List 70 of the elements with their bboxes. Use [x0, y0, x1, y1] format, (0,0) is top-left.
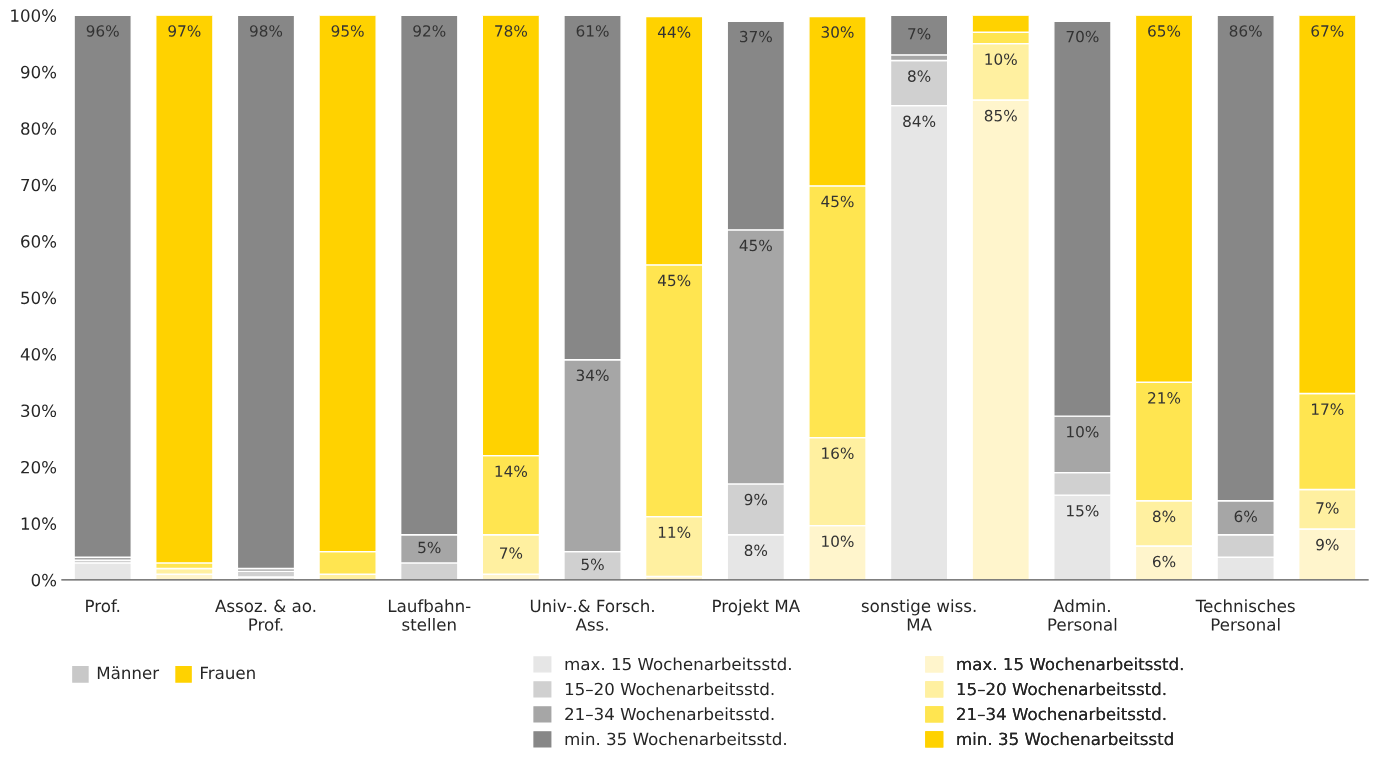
text: Männer	[97, 666, 160, 680]
y-tick-label: 100%	[11, 9, 57, 22]
y-tick-label: 80%	[21, 122, 57, 135]
data-label: 9%	[744, 493, 768, 506]
data-label: 7%	[1316, 502, 1339, 514]
data-label: 7%	[500, 547, 523, 559]
data-label: 70%	[1066, 30, 1099, 43]
legend-label: 21–34 Wochenarbeitsstd.	[565, 707, 774, 721]
y-tick-label: 40%	[20, 348, 57, 361]
y-tick-label: 20%	[21, 460, 57, 474]
legend-label: min. 35 Wochenarbeitsstd	[957, 732, 1173, 746]
data-label: 7%	[908, 27, 931, 40]
data-label: 84%	[903, 115, 936, 128]
data-label: 67%	[1311, 25, 1344, 37]
data-label: 10%	[1067, 425, 1099, 438]
data-label: 97%	[168, 25, 201, 37]
data-label: 6%	[1234, 510, 1257, 523]
data-label: 11%	[658, 526, 691, 538]
data-label: 34%	[576, 369, 609, 382]
legend-label: max. 15 Wochenarbeitsstd.	[957, 657, 1183, 671]
data-label: 65%	[1148, 25, 1181, 37]
data-label: 21%	[1148, 392, 1181, 404]
x-tick-label: Univ-.& Forsch. Ass.	[530, 599, 654, 631]
legend-label: 21–34 Wochenarbeitsstd.	[957, 707, 1166, 721]
y-tick-label: 10%	[21, 517, 57, 530]
legend-label: min. 35 Wochenarbeitsstd.	[565, 732, 786, 746]
data-label: 8%	[744, 544, 768, 557]
data-label: 10%	[985, 53, 1017, 65]
x-tick-label: Projekt MA	[713, 599, 800, 616]
y-tick-label: 50%	[21, 291, 57, 305]
data-label: 85%	[984, 109, 1017, 122]
data-label: 8%	[908, 70, 931, 82]
data-label: 86%	[1229, 25, 1262, 37]
data-label: 78%	[495, 25, 528, 37]
data-label: 96%	[86, 25, 119, 37]
legend-label: 15–20 Wochenarbeitsstd.	[957, 682, 1166, 696]
y-tick-label: 30%	[21, 404, 57, 418]
data-label: 6%	[1152, 555, 1176, 568]
x-tick-label: sonstige wiss. MA	[861, 599, 976, 631]
data-label: 9%	[1316, 538, 1339, 551]
x-tick-label: Laufbahn- stellen	[388, 599, 471, 631]
data-label: 44%	[657, 26, 691, 38]
data-label: 30%	[821, 26, 854, 38]
x-tick-label: Prof.	[86, 599, 120, 613]
data-label: 10%	[822, 535, 854, 548]
text: Frauen	[201, 666, 255, 680]
data-label: 45%	[657, 274, 691, 287]
x-tick-label: Technisches Personal	[1195, 599, 1295, 631]
data-label: 17%	[1312, 403, 1344, 415]
data-label: 14%	[495, 465, 528, 478]
data-label: 92%	[413, 25, 446, 37]
data-label: 45%	[821, 195, 854, 208]
data-label: 37%	[740, 30, 772, 43]
y-tick-label: 60%	[21, 235, 57, 248]
data-label: 5%	[581, 558, 604, 571]
data-label: 5%	[418, 541, 441, 554]
data-label: 8%	[1152, 510, 1176, 523]
x-tick-label: Admin. Personal	[1048, 599, 1117, 631]
data-label: 45%	[739, 239, 772, 252]
data-label: 98%	[249, 25, 283, 37]
x-tick-label: Assoz. & ao. Prof.	[215, 599, 316, 631]
data-label: 61%	[576, 25, 609, 37]
y-tick-label: 0%	[31, 573, 57, 587]
y-tick-label: 90%	[21, 65, 57, 79]
legend-label: max. 15 Wochenarbeitsstd.	[565, 657, 791, 671]
data-label: 16%	[822, 447, 854, 459]
legend-label: 15–20 Wochenarbeitsstd.	[565, 682, 774, 696]
y-tick-label: 70%	[21, 178, 57, 192]
data-label: 95%	[331, 25, 364, 37]
data-label: 15%	[1067, 504, 1099, 517]
